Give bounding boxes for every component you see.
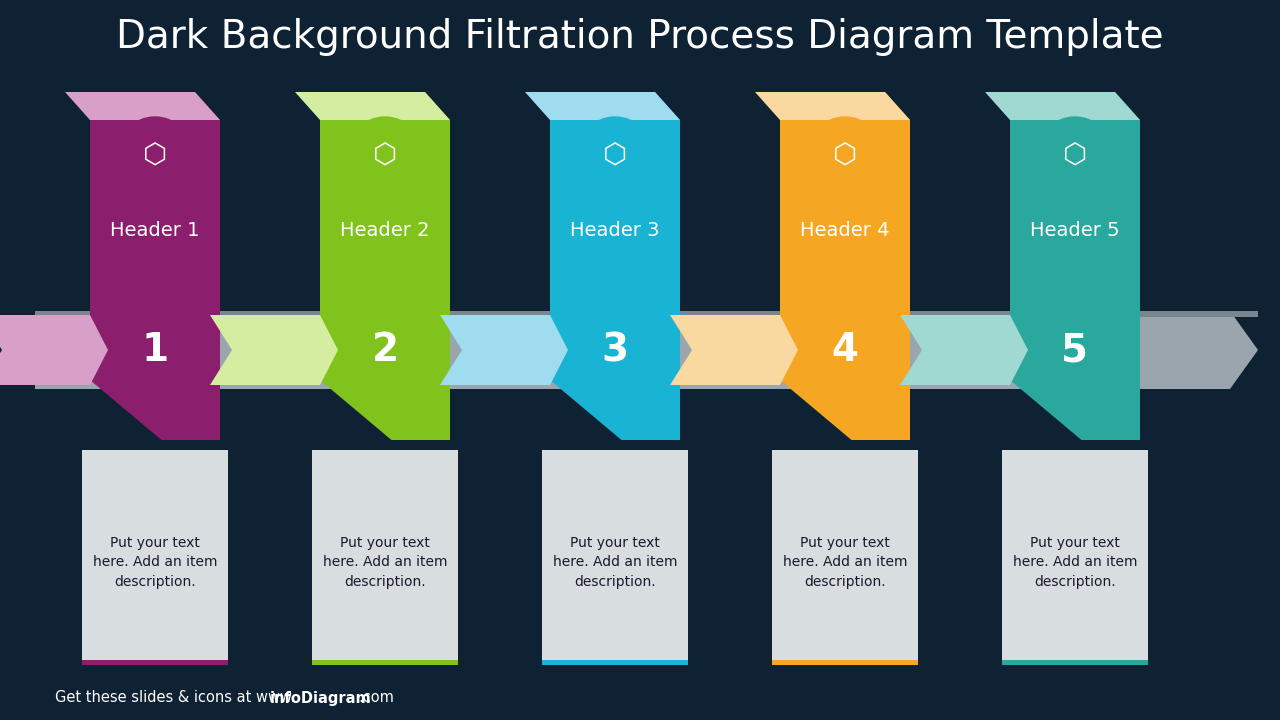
Polygon shape — [900, 315, 1028, 385]
Polygon shape — [440, 315, 568, 385]
Polygon shape — [294, 92, 451, 120]
Polygon shape — [755, 92, 910, 120]
Circle shape — [347, 117, 422, 193]
Bar — [82, 660, 228, 665]
Text: Put your text
here. Add an item
description.: Put your text here. Add an item descript… — [92, 536, 218, 589]
Text: ⬡: ⬡ — [1062, 141, 1087, 169]
Polygon shape — [320, 120, 451, 440]
Polygon shape — [655, 92, 680, 440]
Polygon shape — [425, 92, 451, 440]
Polygon shape — [0, 315, 108, 385]
Text: Header 4: Header 4 — [800, 220, 890, 240]
Polygon shape — [884, 92, 910, 440]
Text: Dark Background Filtration Process Diagram Template: Dark Background Filtration Process Diagr… — [116, 18, 1164, 56]
Bar — [1002, 450, 1148, 665]
Text: ⬡: ⬡ — [372, 141, 397, 169]
Bar — [772, 450, 918, 665]
Polygon shape — [780, 120, 910, 440]
Polygon shape — [195, 92, 220, 440]
Text: .com: .com — [358, 690, 394, 706]
Circle shape — [577, 117, 653, 193]
Polygon shape — [986, 92, 1140, 120]
Text: Header 5: Header 5 — [1030, 220, 1120, 240]
Text: Put your text
here. Add an item
description.: Put your text here. Add an item descript… — [553, 536, 677, 589]
Text: Put your text
here. Add an item
description.: Put your text here. Add an item descript… — [323, 536, 447, 589]
Text: ⬡: ⬡ — [833, 141, 858, 169]
Text: Get these slides & icons at www.: Get these slides & icons at www. — [55, 690, 296, 706]
Text: Put your text
here. Add an item
description.: Put your text here. Add an item descript… — [783, 536, 908, 589]
Bar — [541, 450, 689, 665]
Text: 3: 3 — [602, 331, 628, 369]
Bar — [312, 660, 458, 665]
Bar — [1002, 660, 1148, 665]
Text: Header 2: Header 2 — [340, 220, 430, 240]
Text: Header 3: Header 3 — [571, 220, 659, 240]
Text: infoDiagram: infoDiagram — [270, 690, 371, 706]
Polygon shape — [210, 315, 338, 385]
Polygon shape — [525, 92, 680, 120]
Text: 2: 2 — [371, 331, 398, 369]
Text: 5: 5 — [1061, 331, 1088, 369]
Bar — [35, 311, 1258, 317]
Polygon shape — [1010, 120, 1140, 440]
Bar — [772, 660, 918, 665]
Bar — [541, 660, 689, 665]
Text: ⬡: ⬡ — [143, 141, 168, 169]
Bar — [312, 450, 458, 665]
Polygon shape — [669, 315, 797, 385]
Polygon shape — [35, 311, 1258, 389]
Text: 1: 1 — [141, 331, 169, 369]
Polygon shape — [1115, 92, 1140, 440]
Text: ⬡: ⬡ — [603, 141, 627, 169]
Text: Header 1: Header 1 — [110, 220, 200, 240]
Circle shape — [1037, 117, 1114, 193]
Text: Put your text
here. Add an item
description.: Put your text here. Add an item descript… — [1012, 536, 1137, 589]
Polygon shape — [65, 92, 220, 120]
Circle shape — [116, 117, 193, 193]
Text: 4: 4 — [832, 331, 859, 369]
Circle shape — [806, 117, 883, 193]
Polygon shape — [550, 120, 680, 440]
Polygon shape — [90, 120, 220, 440]
Bar — [82, 450, 228, 665]
